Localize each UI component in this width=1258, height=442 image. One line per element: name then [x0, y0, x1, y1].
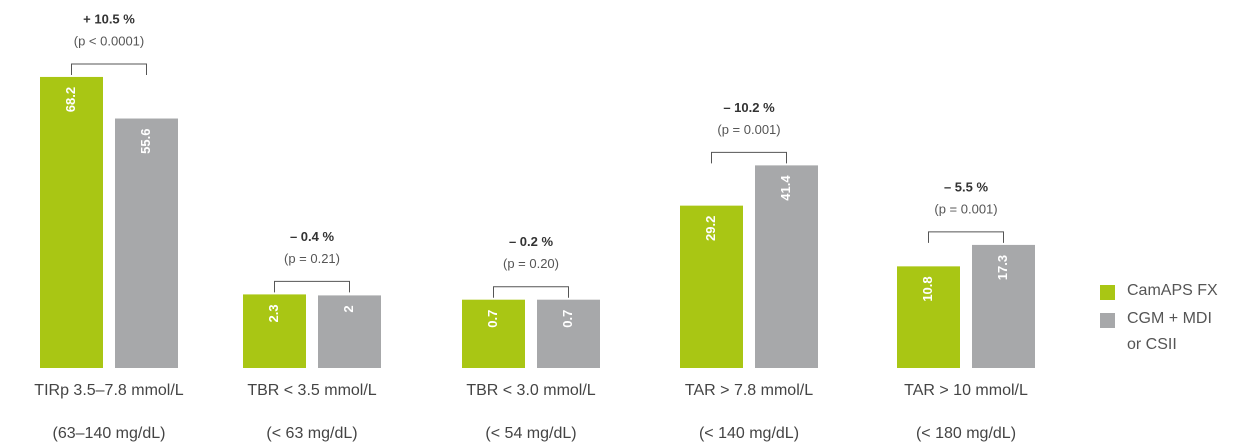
- value-label: 68.2: [63, 87, 78, 112]
- annotation-p: (p = 0.001): [717, 122, 780, 137]
- value-label: 41.4: [778, 175, 793, 201]
- annotation-p: (p < 0.0001): [74, 33, 144, 48]
- bar: [755, 165, 818, 368]
- annotation-difference: – 0.2 %: [509, 234, 554, 249]
- bar: [537, 299, 600, 368]
- bracket: [274, 280, 350, 293]
- bar: [897, 266, 960, 368]
- bar: [680, 205, 743, 368]
- value-label: 29.2: [703, 216, 718, 241]
- x-tick-label: TBR < 3.5 mmol/L: [247, 382, 376, 399]
- legend-item: CGM + MDI or CSII: [1100, 310, 1240, 358]
- x-tick-note: (< 54 mg/dL): [485, 425, 576, 442]
- annotation-difference: + 10.5 %: [83, 11, 135, 26]
- bracket: [493, 286, 569, 298]
- bar: [40, 76, 103, 368]
- bar: [462, 299, 525, 368]
- annotation-p: (p = 0.001): [934, 201, 997, 216]
- legend-label: CamAPS FX: [1127, 282, 1218, 299]
- annotation-difference: – 0.4 %: [290, 229, 335, 244]
- value-label: 10.8: [920, 276, 935, 301]
- value-label: 0.7: [485, 310, 500, 328]
- bar: [115, 118, 178, 369]
- legend-swatch: [1100, 285, 1115, 300]
- bracket: [928, 231, 1004, 243]
- x-tick-label: TAR > 7.8 mmol/L: [685, 382, 813, 399]
- annotation-difference: – 10.2 %: [723, 100, 775, 115]
- value-label: 55.6: [138, 129, 153, 154]
- value-label: 0.7: [560, 310, 575, 328]
- legend-swatch: [1100, 313, 1115, 328]
- x-tick-note: (63–140 mg/dL): [53, 425, 166, 442]
- legend-item: CamAPS FX: [1100, 282, 1240, 304]
- x-tick-note: (< 180 mg/dL): [916, 425, 1016, 442]
- x-tick-label: TIRp 3.5–7.8 mmol/L: [34, 382, 184, 399]
- bar: [243, 294, 306, 368]
- legend: CamAPS FX CGM + MDI or CSII: [1100, 282, 1240, 364]
- annotation-p: (p = 0.20): [503, 256, 559, 271]
- legend-label: CGM + MDI or CSII: [1127, 310, 1212, 353]
- value-label: 2: [341, 305, 356, 312]
- bracket: [71, 63, 147, 75]
- x-tick-label: TBR < 3.0 mmol/L: [466, 382, 595, 399]
- value-label: 17.3: [995, 255, 1010, 280]
- bar: [318, 295, 381, 368]
- x-tick-note: (< 63 mg/dL): [266, 425, 357, 442]
- bracket: [711, 151, 787, 164]
- x-tick-note: (< 140 mg/dL): [699, 425, 799, 442]
- x-tick-label: TAR > 10 mmol/L: [904, 382, 1028, 399]
- bar: [972, 244, 1035, 368]
- annotation-p: (p = 0.21): [284, 251, 340, 266]
- value-label: 2.3: [266, 304, 281, 322]
- annotation-difference: – 5.5 %: [944, 179, 989, 194]
